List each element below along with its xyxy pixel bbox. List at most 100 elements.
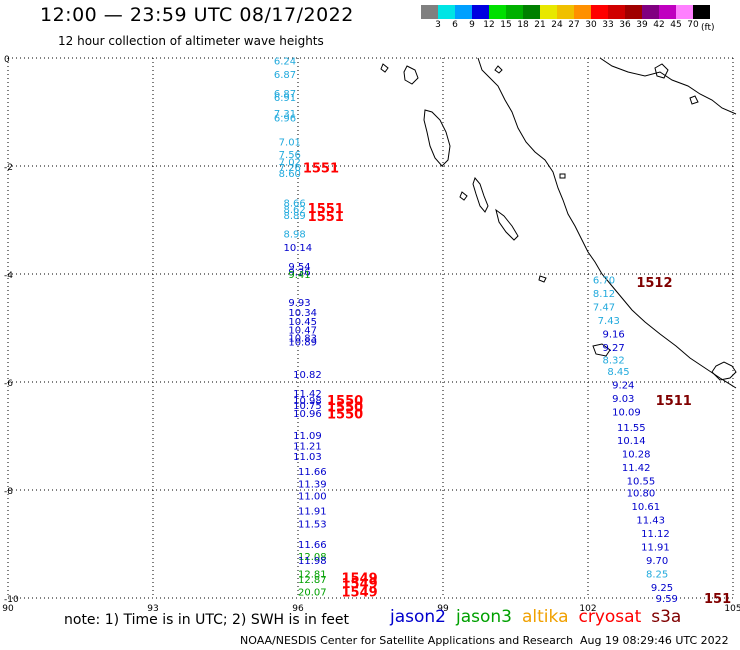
- island-5: [459, 191, 468, 201]
- legend-label: 21: [534, 20, 546, 30]
- coastline: [380, 57, 737, 389]
- satellite-name-s3a: s3a: [651, 607, 682, 627]
- legend-label: 6: [452, 20, 458, 30]
- legend-label: 36: [619, 20, 631, 30]
- legend-unit: (ft): [701, 23, 715, 33]
- island-enggano: [592, 343, 611, 357]
- sumatra-northeast-coast: [599, 57, 737, 115]
- wave-height-label: 11.55: [617, 423, 646, 434]
- grid-lines: [7, 57, 734, 599]
- wave-height-label: 11.66: [298, 540, 327, 551]
- wave-height-label: 10.80: [627, 489, 656, 500]
- legend-swatch: [506, 5, 523, 19]
- legend-label: 42: [653, 20, 665, 30]
- page-subtitle: 12 hour collection of altimeter wave hei…: [58, 34, 324, 48]
- pass-number-label: 1551: [308, 202, 344, 217]
- wave-height-label: 10.14: [617, 436, 646, 447]
- credit-text: NOAA/NESDIS Center for Satellite Applica…: [240, 634, 574, 647]
- y-tick-label: -4: [4, 271, 13, 281]
- pass-number-label: 1550: [327, 394, 363, 409]
- wave-height-label: 7.26: [279, 163, 301, 174]
- legend-label: 24: [551, 20, 563, 30]
- page-title: 12:00 — 23:59 UTC 08/17/2022: [40, 4, 354, 26]
- wave-height-label: 11.42: [293, 389, 322, 400]
- java-coastline: [711, 361, 737, 381]
- wave-height-label: 7.01: [279, 138, 301, 149]
- wave-height-label: 11.43: [636, 516, 665, 527]
- wave-height-label: 11.12: [641, 529, 670, 540]
- footnote: note: 1) Time is in UTC; 2) SWH is in fe…: [64, 612, 350, 628]
- pass-number-label: 1549: [342, 586, 378, 601]
- legend-swatch: [693, 5, 710, 19]
- legend-swatch: [421, 5, 438, 19]
- wave-height-label: 10.98: [293, 396, 322, 407]
- wave-height-label: 11.09: [293, 431, 322, 442]
- satellite-name-altika: altika: [522, 607, 569, 627]
- island-4: [495, 208, 519, 241]
- satellite-legend: jason2 jason3 altika cryosat s3a: [390, 607, 681, 627]
- legend-swatch: [557, 5, 574, 19]
- axis-tick-labels: 90 93 96 99 102 105 0 -2 -4 -6 -8 -10: [2, 55, 740, 614]
- wave-height-label: 6.91: [274, 93, 296, 104]
- legend-label: 15: [500, 20, 512, 30]
- legend-labels: 3 6 9 12 15 18 21 24 27 30 33 36 39 42 45 70: [421, 19, 740, 31]
- wave-height-label: 9.25: [651, 583, 673, 594]
- legend-swatch: [455, 5, 472, 19]
- island-9: [689, 95, 699, 105]
- legend-label: 27: [568, 20, 580, 30]
- wave-height-label: 12.81: [298, 570, 327, 581]
- wave-height-label: 9.27: [603, 343, 625, 354]
- wave-height-label: 10.96: [293, 409, 322, 420]
- wave-height-label: 10.28: [622, 449, 651, 460]
- legend-swatch: [642, 5, 659, 19]
- pass-number-label: 1549: [342, 577, 378, 592]
- wave-height-label: 10.47: [288, 326, 317, 337]
- legend-swatch: [591, 5, 608, 19]
- wave-height-label: 9.03: [612, 394, 634, 405]
- wave-height-label: 9.54: [288, 262, 310, 273]
- wave-height-label: 12.08: [298, 552, 327, 563]
- wave-height-label: 6.70: [593, 275, 615, 286]
- y-tick-label: -6: [4, 379, 13, 389]
- legend-swatch: [489, 5, 506, 19]
- pass-number-labels: 1551155115511512151115501550155015491549…: [303, 162, 731, 607]
- y-tick-label: -8: [4, 487, 13, 497]
- legend-swatch: [472, 5, 489, 19]
- wave-height-label: 11.00: [298, 491, 327, 502]
- legend-label: 12: [483, 20, 495, 30]
- pass-number-label: 1551: [308, 210, 344, 225]
- wave-height-label: 10.89: [288, 338, 317, 349]
- island-7: [538, 275, 547, 283]
- wave-height-label: 10.45: [288, 317, 317, 328]
- wave-height-label: 11.98: [298, 556, 327, 567]
- pass-number-label: 1550: [327, 400, 363, 415]
- wave-height-label: 10.55: [627, 476, 656, 487]
- legend-label: 45: [670, 20, 682, 30]
- wave-height-label: 9.24: [612, 381, 634, 392]
- wave-height-label: 8.89: [284, 211, 306, 222]
- wave-height-label: 10.82: [293, 370, 322, 381]
- island-6: [559, 173, 566, 179]
- legend-swatches: [421, 5, 740, 19]
- wave-height-label: 9.93: [288, 298, 310, 309]
- legend-label: 39: [636, 20, 648, 30]
- legend-label: 30: [585, 20, 597, 30]
- y-tick-label: -10: [4, 595, 19, 605]
- wave-height-label: 6.24: [274, 57, 296, 68]
- x-tick-label: 90: [2, 604, 14, 614]
- satellite-name-jason3: jason3: [456, 607, 512, 627]
- x-tick-label: 96: [292, 604, 304, 614]
- legend-swatch: [676, 5, 693, 19]
- y-tick-label: -2: [4, 163, 13, 173]
- legend-swatch: [659, 5, 676, 19]
- wave-height-label: 10.75: [293, 401, 322, 412]
- color-legend: 3 6 9 12 15 18 21 24 27 30 33 36 39 42 45 70 (ft): [421, 5, 740, 33]
- island-nias: [423, 109, 451, 167]
- wave-height-label: 8.66: [284, 199, 306, 210]
- y-tick-label: 0: [4, 55, 10, 65]
- island-1: [403, 65, 419, 85]
- wave-height-label: 7.02: [279, 158, 301, 169]
- legend-swatch: [438, 5, 455, 19]
- wave-height-label: 9.16: [603, 329, 625, 340]
